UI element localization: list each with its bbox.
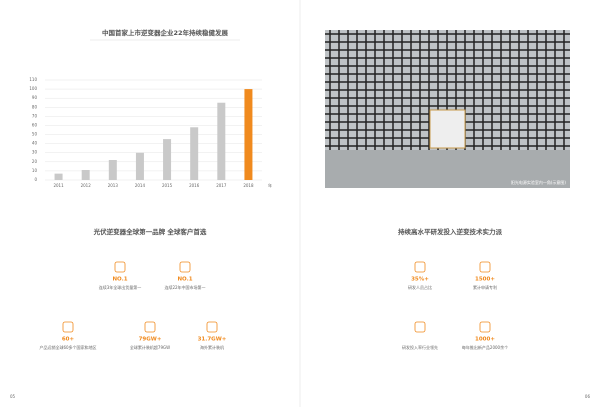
item-desc: 海外累计装机 xyxy=(200,344,224,350)
item-value: 31.7GW+ xyxy=(198,337,227,343)
item-value: NO.1 xyxy=(112,277,127,283)
bar xyxy=(163,139,172,180)
x-tick-label: 2015 xyxy=(162,183,173,188)
photo-floor xyxy=(325,150,570,188)
bar xyxy=(244,89,253,180)
y-tick-label: 20 xyxy=(32,159,38,164)
item-desc: 产品远销全球60多个国家和地区 xyxy=(39,344,96,350)
x-tick-label: 2016 xyxy=(189,183,200,188)
bar xyxy=(135,152,144,180)
y-tick-label: 100 xyxy=(29,86,37,91)
bar xyxy=(108,160,117,180)
item-value: 60+ xyxy=(62,337,75,343)
page-number: 05 xyxy=(10,394,16,399)
bar xyxy=(190,127,199,180)
item-desc: 累计申请专利 xyxy=(473,284,497,290)
y-tick-label: 10 xyxy=(32,168,38,173)
x-tick-label: 2013 xyxy=(108,183,119,188)
section-title: 持续高水平研发投入逆变技术实力派 xyxy=(398,227,503,236)
item-desc: 全球累计装机超79GW xyxy=(130,344,170,350)
y-tick-label: 30 xyxy=(32,150,38,155)
x-tick-label: 2014 xyxy=(135,183,146,188)
item-desc: 研发投入率行业领先 xyxy=(402,344,438,350)
page-number: 06 xyxy=(585,394,591,399)
y-tick-label: 40 xyxy=(32,141,38,146)
y-tick-label: 90 xyxy=(32,95,38,100)
item-desc: 每年推出新产品2000余个 xyxy=(462,344,508,350)
bar xyxy=(217,102,226,180)
icon xyxy=(62,321,74,333)
icon xyxy=(479,321,491,333)
icon xyxy=(414,261,426,273)
chart-title: 中国首家上市逆变器企业22年持续稳健发展 xyxy=(102,28,229,37)
x-tick-label: 2011 xyxy=(53,183,64,188)
icon xyxy=(414,321,426,333)
y-tick-label: 50 xyxy=(32,132,38,137)
y-tick-label: 70 xyxy=(32,113,38,118)
y-tick-label: 110 xyxy=(29,77,37,82)
item-value: NO.1 xyxy=(177,277,192,283)
bar xyxy=(81,170,90,180)
icon xyxy=(179,261,191,273)
item-desc: 研发人员占比 xyxy=(408,284,432,290)
x-unit: 年 xyxy=(268,182,272,188)
y-tick-label: 80 xyxy=(32,104,38,109)
section-title: 光伏逆变器全球第一品牌 全球客户首选 xyxy=(93,227,207,236)
item-value: 79GW+ xyxy=(139,337,162,343)
icon xyxy=(206,321,218,333)
x-tick-label: 2017 xyxy=(216,183,227,188)
icon xyxy=(144,321,156,333)
icon xyxy=(479,261,491,273)
item-value: 1500+ xyxy=(475,277,495,283)
item-desc: 连续3年全球出货量第一 xyxy=(99,284,142,290)
y-tick-label: 0 xyxy=(34,177,37,182)
x-tick-label: 2018 xyxy=(243,183,254,188)
icon xyxy=(114,261,126,273)
y-tick-label: 60 xyxy=(32,122,38,127)
bar xyxy=(54,173,63,180)
photo-door xyxy=(429,109,466,149)
item-desc: 连续22年中国市场第一 xyxy=(164,284,205,290)
item-value: 35%+ xyxy=(411,277,429,283)
item-value: 1000+ xyxy=(475,337,495,343)
x-tick-label: 2012 xyxy=(81,183,92,188)
photo-caption: 阳光电源实验室内一角(示意图) xyxy=(511,179,567,185)
